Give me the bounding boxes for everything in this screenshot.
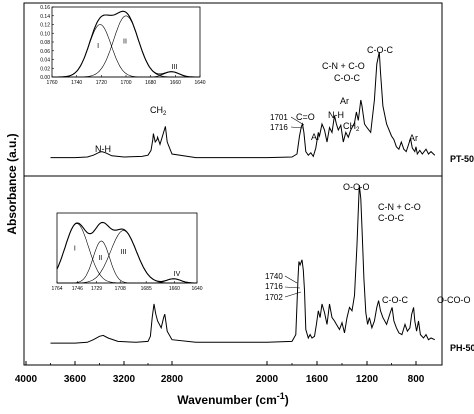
annot-ch2-2: CH2 xyxy=(343,121,360,133)
annot-1716b: 1716 xyxy=(265,282,283,291)
bottom-inset-peak-label: I xyxy=(74,245,76,252)
annot-ch2-2-text: CH xyxy=(343,121,356,131)
x-axis-title-text: Wavenumber (cm xyxy=(177,393,277,407)
top-inset-y-tick-label: 0.06 xyxy=(40,49,50,55)
annot-cn-co-bottom: C-N + C-O xyxy=(378,202,421,212)
bottom-inset-peak-label: IV xyxy=(174,271,181,278)
annot-coc-bottom-1: C-O-C xyxy=(378,213,404,223)
annot-nh: N-H xyxy=(95,144,111,154)
annot-ar-3: Ar xyxy=(409,133,418,143)
annot-ar-2: Ar xyxy=(340,96,349,106)
top-inset-y-tick-label: 0.12 xyxy=(40,23,50,29)
bottom-inset-x-tick-label: 1660 xyxy=(169,286,180,292)
bottom-inset-x-tick-label: 1640 xyxy=(191,286,202,292)
annot-line-1701 xyxy=(290,116,305,126)
annot-ch2-text: CH xyxy=(150,105,163,115)
x-axis-title-end: ) xyxy=(285,393,289,407)
x-axis: 4000 3600 3200 2800 2000 1600 1200 800 xyxy=(15,361,425,385)
x-tick-label: 3200 xyxy=(113,374,136,385)
annot-line-1716 xyxy=(290,126,304,129)
annot-1701: 1701 xyxy=(270,113,288,122)
annot-coc-top-1: C-O-C xyxy=(334,73,360,83)
annot-nh-2: N-H xyxy=(328,110,344,120)
top-inset-y-tick-label: 0.14 xyxy=(40,14,50,20)
top-inset-y-tick-label: 0.10 xyxy=(40,31,50,37)
series-label-pt500: PT-500 xyxy=(450,154,474,164)
annot-coc-top-2: C-O-C xyxy=(367,45,393,55)
y-axis-title: Absorbance (a.u.) xyxy=(5,133,19,234)
annot-1702: 1702 xyxy=(265,293,283,302)
annot-1740: 1740 xyxy=(265,272,283,281)
annot-line-1740 xyxy=(284,275,298,284)
series-line-ph-500 xyxy=(50,184,436,344)
top-inset-x-tick-label: 1720 xyxy=(96,80,107,86)
top-inset-x-tick-label: 1760 xyxy=(46,80,57,86)
annot-line-1702 xyxy=(284,291,302,298)
annot-ar-1: Ar xyxy=(311,132,320,142)
series-line-pt-500 xyxy=(50,51,436,159)
annot-ch2: CH2 xyxy=(150,105,167,117)
main-curves xyxy=(50,51,436,344)
x-tick-label: 3600 xyxy=(64,374,87,385)
annot-line-1716b xyxy=(284,286,301,289)
top-inset-peak-label: I xyxy=(97,43,99,50)
x-axis-title-sup: -1 xyxy=(277,391,285,401)
bottom-inset-x-tick-label: 1685 xyxy=(141,286,152,292)
annot-co: C=O xyxy=(296,112,315,122)
x-axis-title: Wavenumber (cm-1) xyxy=(177,391,289,407)
x-tick-label: 1200 xyxy=(356,374,379,385)
x-tick-label: 4000 xyxy=(15,374,38,385)
top-inset-y-tick-label: 0.16 xyxy=(40,5,50,11)
top-inset-peak-label: II xyxy=(123,38,127,45)
top-inset-peak-label: III xyxy=(172,64,178,71)
bottom-inset-x-tick-label: 1729 xyxy=(91,286,102,292)
top-inset-x-tick-label: 1660 xyxy=(170,80,181,86)
top-inset-frame xyxy=(51,6,201,78)
annot-oco: O-C-O xyxy=(343,182,370,192)
bottom-inset-peak-label: II xyxy=(98,255,102,262)
annot-1716: 1716 xyxy=(270,123,288,132)
top-inset-x-tick-label: 1700 xyxy=(120,80,131,86)
top-inset-x-tick-label: 1680 xyxy=(145,80,156,86)
top-inset-y-tick-label: 0.08 xyxy=(40,40,50,46)
x-tick-label: 1600 xyxy=(306,374,329,385)
top-inset-envelope xyxy=(52,10,200,78)
top-inset-x-tick-label: 1640 xyxy=(194,80,205,86)
annot-oco-o: O-CO-O xyxy=(437,295,471,305)
bottom-inset-envelope xyxy=(56,221,197,284)
bottom-inset-x-tick-label: 1746 xyxy=(72,286,83,292)
bottom-inset-x-tick-label: 1764 xyxy=(51,286,62,292)
x-tick-label: 2000 xyxy=(256,374,279,385)
x-tick-label: 2800 xyxy=(161,374,184,385)
top-inset-y-tick-label: 0.02 xyxy=(40,66,50,72)
top-inset-x-tick-label: 1740 xyxy=(71,80,82,86)
x-tick-label: 800 xyxy=(408,374,425,385)
bottom-inset-x-tick-label: 1708 xyxy=(115,286,126,292)
annot-coc-bottom-2: C-O-C xyxy=(382,295,408,305)
top-inset-y-tick-label: 0.00 xyxy=(40,75,50,81)
top-inset-y-tick-label: 0.04 xyxy=(40,58,50,64)
annot-cn-co-top: C-N + C-O xyxy=(322,61,365,71)
plot-frame xyxy=(23,2,443,366)
series-label-ph500: PH-500 xyxy=(450,343,474,353)
bottom-inset-peak-label: III xyxy=(121,249,127,256)
